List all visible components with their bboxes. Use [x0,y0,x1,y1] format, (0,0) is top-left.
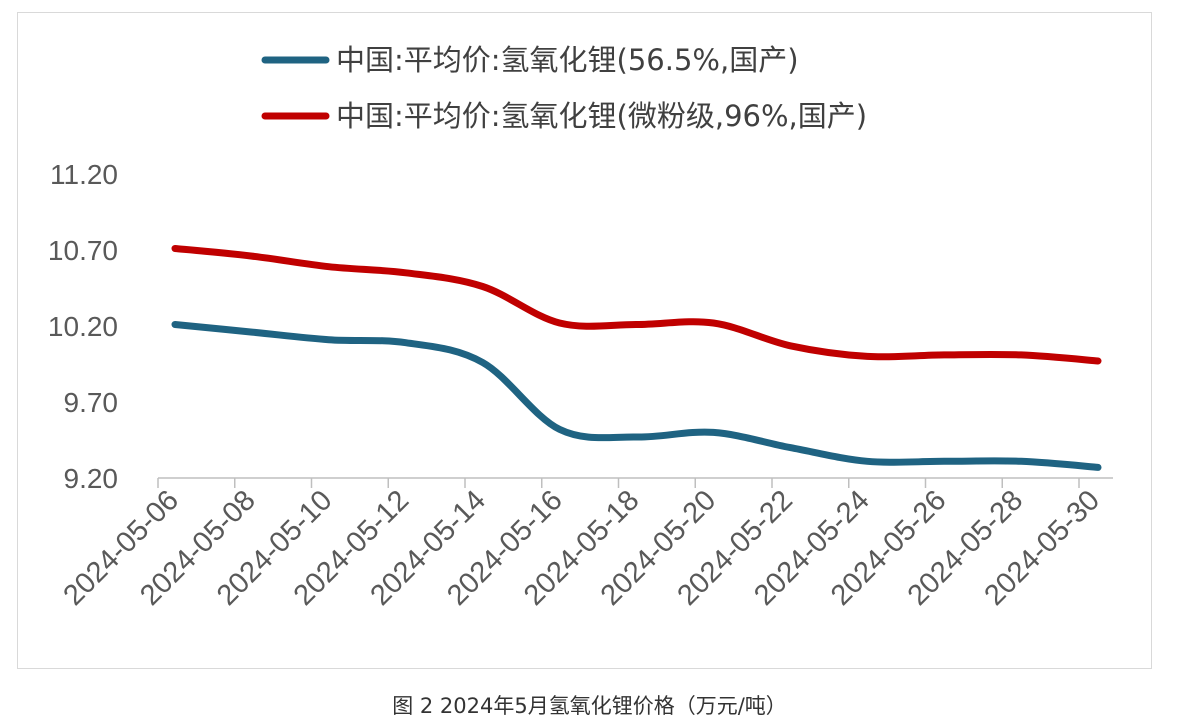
series-2-point-11 [941,351,948,358]
series-1-point-6 [556,426,563,433]
series-1-point-2 [248,329,255,336]
series-line-2 [171,245,1102,365]
series-1-point-11 [941,458,948,465]
y-tick-label-5: 11.20 [50,159,118,190]
series-1-point-8 [710,429,717,436]
series-2-point-9 [787,342,794,349]
series-1-point-9 [787,444,794,451]
series-1-point-5 [479,359,486,366]
series-2-point-2 [248,253,255,260]
legend-label-2: 中国:平均价:氢氧化锂(微粉级,96%,国产) [336,99,867,133]
x-axis: 2024-05-062024-05-082024-05-102024-05-12… [57,477,1113,612]
chart-frame [17,12,1152,669]
series-2-point-3 [325,263,332,270]
legend: 中国:平均价:氢氧化锂(56.5%,国产) 中国:平均价:氢氧化锂(微粉级,96%… [261,43,867,133]
legend-label-1: 中国:平均价:氢氧化锂(56.5%,国产) [336,43,799,77]
series-1-point-13 [1095,464,1102,471]
series-1-point-1 [172,321,179,328]
series-2-point-10 [864,353,871,360]
series-2-point-13 [1095,358,1102,365]
series-1-point-10 [864,458,871,465]
series-2-point-8 [710,320,717,327]
series-2-point-6 [556,320,563,327]
y-tick-label-3: 10.20 [48,311,118,342]
series-2-point-5 [479,283,486,290]
line-chart: 中国:平均价:氢氧化锂(56.5%,国产) 中国:平均价:氢氧化锂(微粉级,96%… [48,43,1113,612]
series-2-point-4 [402,269,409,276]
y-axis: 9.20 9.70 10.20 10.70 11.20 [48,159,118,494]
series-1-point-7 [633,434,640,441]
series-2-point-12 [1018,351,1025,358]
y-tick-label-1: 9.20 [64,463,119,494]
y-tick-label-4: 10.70 [48,235,118,266]
series-1-point-3 [325,336,332,343]
figure-caption: 图 2 2024年5月氢氧化锂价格（万元/吨） [392,694,787,718]
series-2-point-7 [633,321,640,328]
y-tick-label-2: 9.70 [64,387,119,418]
series-line-1 [171,321,1102,471]
series-group [171,245,1102,471]
series-2-point-1 [172,245,179,252]
series-1-point-4 [402,339,409,346]
series-1-point-12 [1018,458,1025,465]
